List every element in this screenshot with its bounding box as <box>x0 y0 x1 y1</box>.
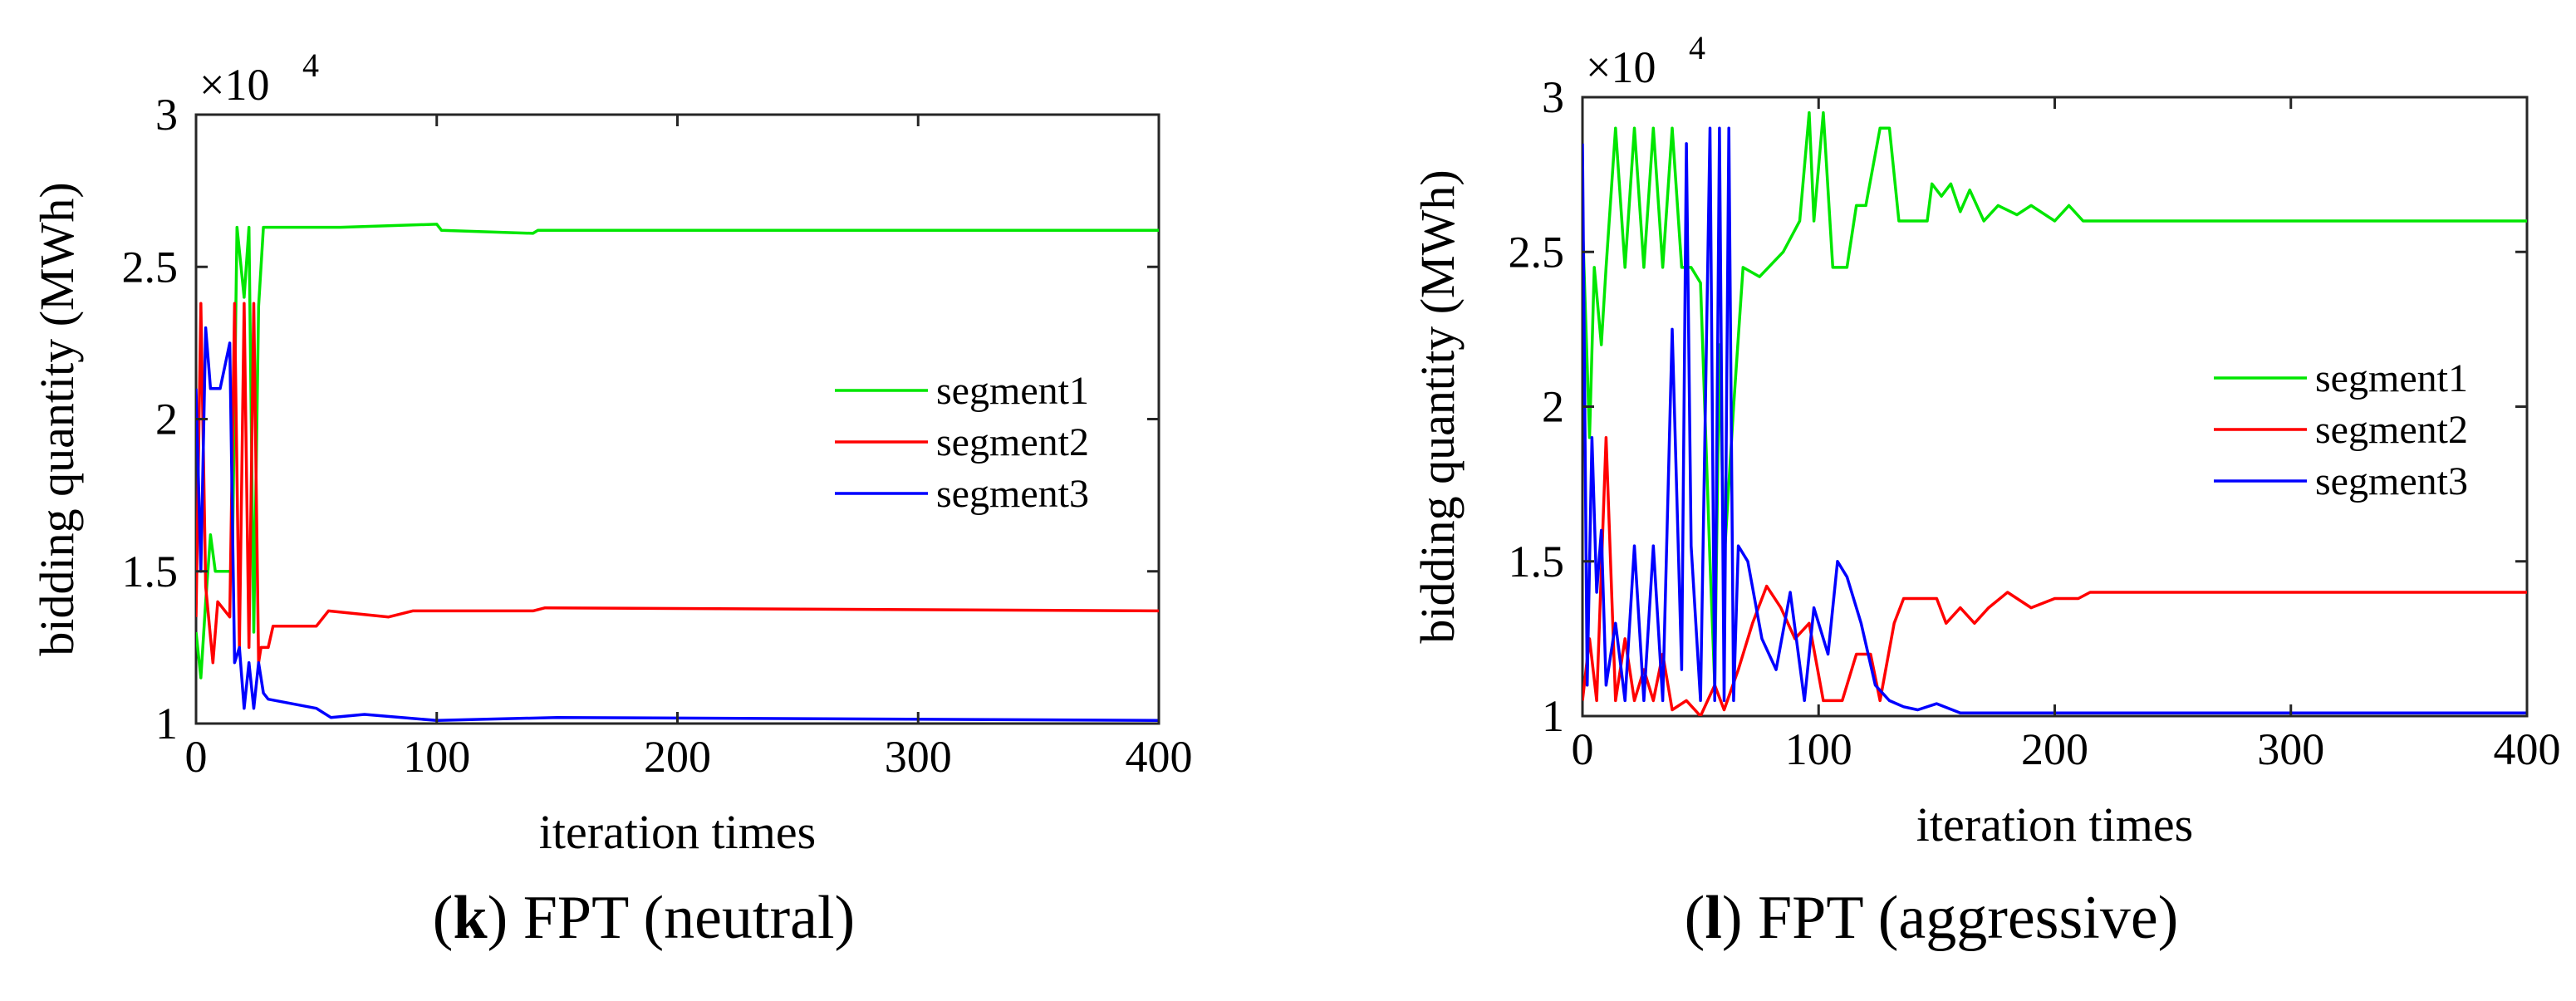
legend-label-segment1: segment1 <box>2315 356 2468 400</box>
legend-label-segment3: segment3 <box>936 472 1089 516</box>
chart-panel-k: 0 100 200 300 400 1 1.5 2 2.5 3 ×10 4 iteration time… <box>30 47 1193 952</box>
y-axis-label: bidding quantity (MWh) <box>30 182 84 655</box>
panel-caption-text: FPT (aggressive) <box>1758 884 2179 952</box>
y-tick-label: 3 <box>155 90 178 140</box>
series-group <box>196 223 1159 723</box>
series-line-segment3 <box>1582 126 2527 715</box>
y-tick-label: 2.5 <box>122 242 179 292</box>
y-axis-label: bidding quantity (MWh) <box>1411 169 1465 643</box>
y-tick-label: 1 <box>1542 691 1564 741</box>
panel-caption-text: FPT (neutral) <box>523 884 856 952</box>
x-tick-label: 0 <box>1572 724 1594 774</box>
x-axis-label: iteration times <box>539 805 816 859</box>
panel-letter: k <box>453 884 488 952</box>
y-exponent-power: 4 <box>302 47 319 84</box>
y-tick-label: 2 <box>1542 382 1564 432</box>
panel-letter: l <box>1705 884 1722 952</box>
panel-caption: (l) FPT (aggressive) <box>1684 884 2179 952</box>
x-tick-label: 400 <box>2494 724 2561 774</box>
series-line-segment3 <box>196 326 1159 723</box>
legend-label-segment2: segment2 <box>936 420 1089 464</box>
y-exponent-label: ×10 <box>1586 42 1656 92</box>
y-tick-label: 3 <box>1542 72 1564 122</box>
y-exponent-label: ×10 <box>199 60 269 110</box>
legend-label-segment2: segment2 <box>2315 408 2468 452</box>
x-tick-label: 0 <box>185 732 208 782</box>
legend-label-segment1: segment1 <box>936 369 1089 413</box>
series-group <box>1582 110 2527 716</box>
plot-area <box>1581 96 2529 718</box>
x-tick-label: 300 <box>885 732 952 782</box>
y-tick-label: 1.5 <box>1509 537 1565 586</box>
plot-area <box>194 113 1160 725</box>
y-tick-label: 2 <box>155 395 178 444</box>
x-tick-label: 100 <box>1785 724 1852 774</box>
x-axis-label: iteration times <box>1916 797 2193 851</box>
x-tick-label: 400 <box>1126 732 1193 782</box>
line-chart-k: 0 100 200 300 400 1 1.5 2 2.5 3 ×10 4 iteration time… <box>30 47 1193 859</box>
x-tick-label: 300 <box>2257 724 2324 774</box>
line-chart-l: 0 100 200 300 400 1 1.5 2 2.5 3 ×10 4 iteration time… <box>1411 29 2561 851</box>
panel-caption: (k) FPT (neutral) <box>432 884 856 952</box>
series-line-segment2 <box>196 302 1159 665</box>
legend-label-segment3: segment3 <box>2315 459 2468 503</box>
x-tick-label: 100 <box>403 732 470 782</box>
chart-panel-l: 0 100 200 300 400 1 1.5 2 2.5 3 ×10 4 iteration time… <box>1288 0 2575 1001</box>
y-exponent-power: 4 <box>1689 29 1705 66</box>
y-tick-label: 2.5 <box>1509 227 1565 277</box>
y-tick-label: 1 <box>155 699 178 748</box>
x-tick-label: 200 <box>2021 724 2088 774</box>
y-tick-label: 1.5 <box>122 547 179 596</box>
x-tick-label: 200 <box>644 732 711 782</box>
series-line-segment1 <box>1582 110 2527 687</box>
